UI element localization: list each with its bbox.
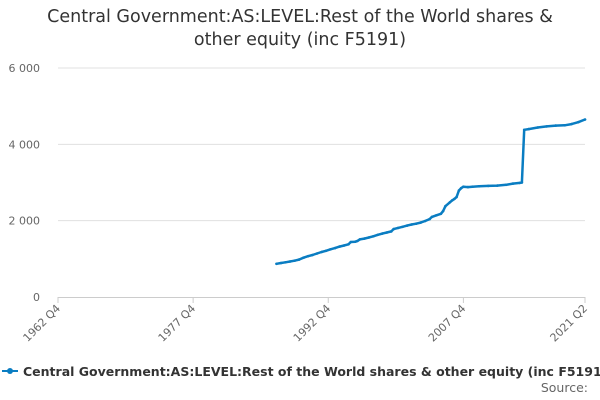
data-point [520, 181, 524, 184]
x-axis [57, 297, 586, 303]
y-tick-label: 0 [33, 291, 40, 304]
data-point [385, 231, 389, 234]
data-point [333, 246, 337, 250]
data-point [554, 124, 557, 127]
data-point [423, 219, 427, 223]
data-point [504, 183, 508, 187]
data-point [293, 259, 296, 263]
data-point [320, 250, 323, 254]
data-point [311, 253, 314, 257]
y-tick-labels: 0 2 000 4 000 6 000 [9, 62, 41, 304]
data-point [315, 252, 319, 255]
data-point [457, 189, 461, 192]
data-point [329, 248, 332, 251]
data-point [511, 182, 515, 185]
data-point [439, 212, 443, 216]
x-tick-label: 1977 Q4 [156, 302, 199, 345]
data-point [444, 204, 447, 208]
data-point [372, 235, 375, 238]
data-point [306, 254, 310, 258]
y-tick-label: 4 000 [9, 138, 41, 151]
data-point [354, 240, 357, 243]
y-grid [58, 67, 585, 222]
data-point [342, 244, 346, 247]
data-point [462, 185, 465, 188]
legend[interactable]: Central Government:AS:LEVEL:Rest of the … [0, 362, 600, 380]
data-point [576, 120, 580, 124]
series-line [275, 118, 587, 266]
x-tick-label: 1992 Q4 [291, 302, 334, 345]
data-point [356, 239, 359, 243]
data-point [279, 261, 283, 265]
data-point [410, 223, 413, 226]
data-point [419, 221, 422, 224]
data-point [527, 127, 530, 131]
data-point [401, 225, 404, 229]
data-point [347, 243, 350, 246]
legend-series-marker-icon [2, 366, 18, 376]
data-point [297, 258, 301, 261]
data-point [459, 186, 463, 190]
data-point [441, 209, 445, 213]
data-point [381, 232, 384, 235]
data-point [428, 217, 431, 221]
chart-title-line-2: other equity (inc F5191) [193, 30, 407, 50]
chart-title: Central Government:AS:LEVEL:Rest of the … [0, 6, 600, 52]
data-point [455, 195, 458, 199]
data-point [518, 181, 521, 185]
data-point [367, 236, 371, 239]
x-tick-label: 2021 Q2 [548, 302, 591, 345]
data-point [477, 185, 481, 188]
legend-series-label: Central Government:AS:LEVEL:Rest of the … [23, 363, 600, 379]
data-point [390, 230, 393, 233]
data-point [392, 227, 395, 231]
data-point [430, 215, 434, 219]
data-point [466, 185, 470, 189]
data-point [358, 238, 362, 241]
data-point [435, 214, 438, 217]
data-point [570, 122, 573, 126]
data-point [486, 184, 490, 188]
y-tick-label: 6 000 [9, 62, 41, 75]
data-point [448, 201, 452, 204]
x-tick-label: 1962 Q4 [21, 302, 64, 345]
data-point [522, 128, 526, 132]
data-point [495, 184, 499, 187]
series-group [275, 118, 587, 266]
data-point [338, 245, 341, 248]
data-point [324, 249, 328, 253]
source-credit: Source: [540, 380, 588, 395]
data-point [396, 226, 400, 230]
data-point [284, 261, 287, 264]
data-point [405, 224, 409, 227]
data-point [536, 126, 539, 129]
data-point [471, 185, 474, 188]
x-tick-label: 2007 Q4 [426, 302, 469, 345]
data-point [583, 118, 587, 121]
chart-title-line-1: Central Government:AS:LEVEL:Rest of the … [47, 7, 553, 27]
data-point [414, 222, 418, 225]
data-point [363, 237, 366, 240]
data-point [450, 199, 454, 202]
data-point [302, 256, 305, 260]
data-point [453, 197, 456, 201]
y-tick-label: 2 000 [9, 215, 41, 228]
data-point [349, 240, 353, 244]
data-point [288, 260, 292, 263]
x-tick-labels: 1962 Q4 1977 Q4 1992 Q4 2007 Q4 2021 Q2 [21, 302, 591, 345]
data-point [563, 124, 566, 127]
data-point [275, 262, 278, 266]
data-point [376, 233, 380, 237]
data-point [545, 125, 548, 128]
